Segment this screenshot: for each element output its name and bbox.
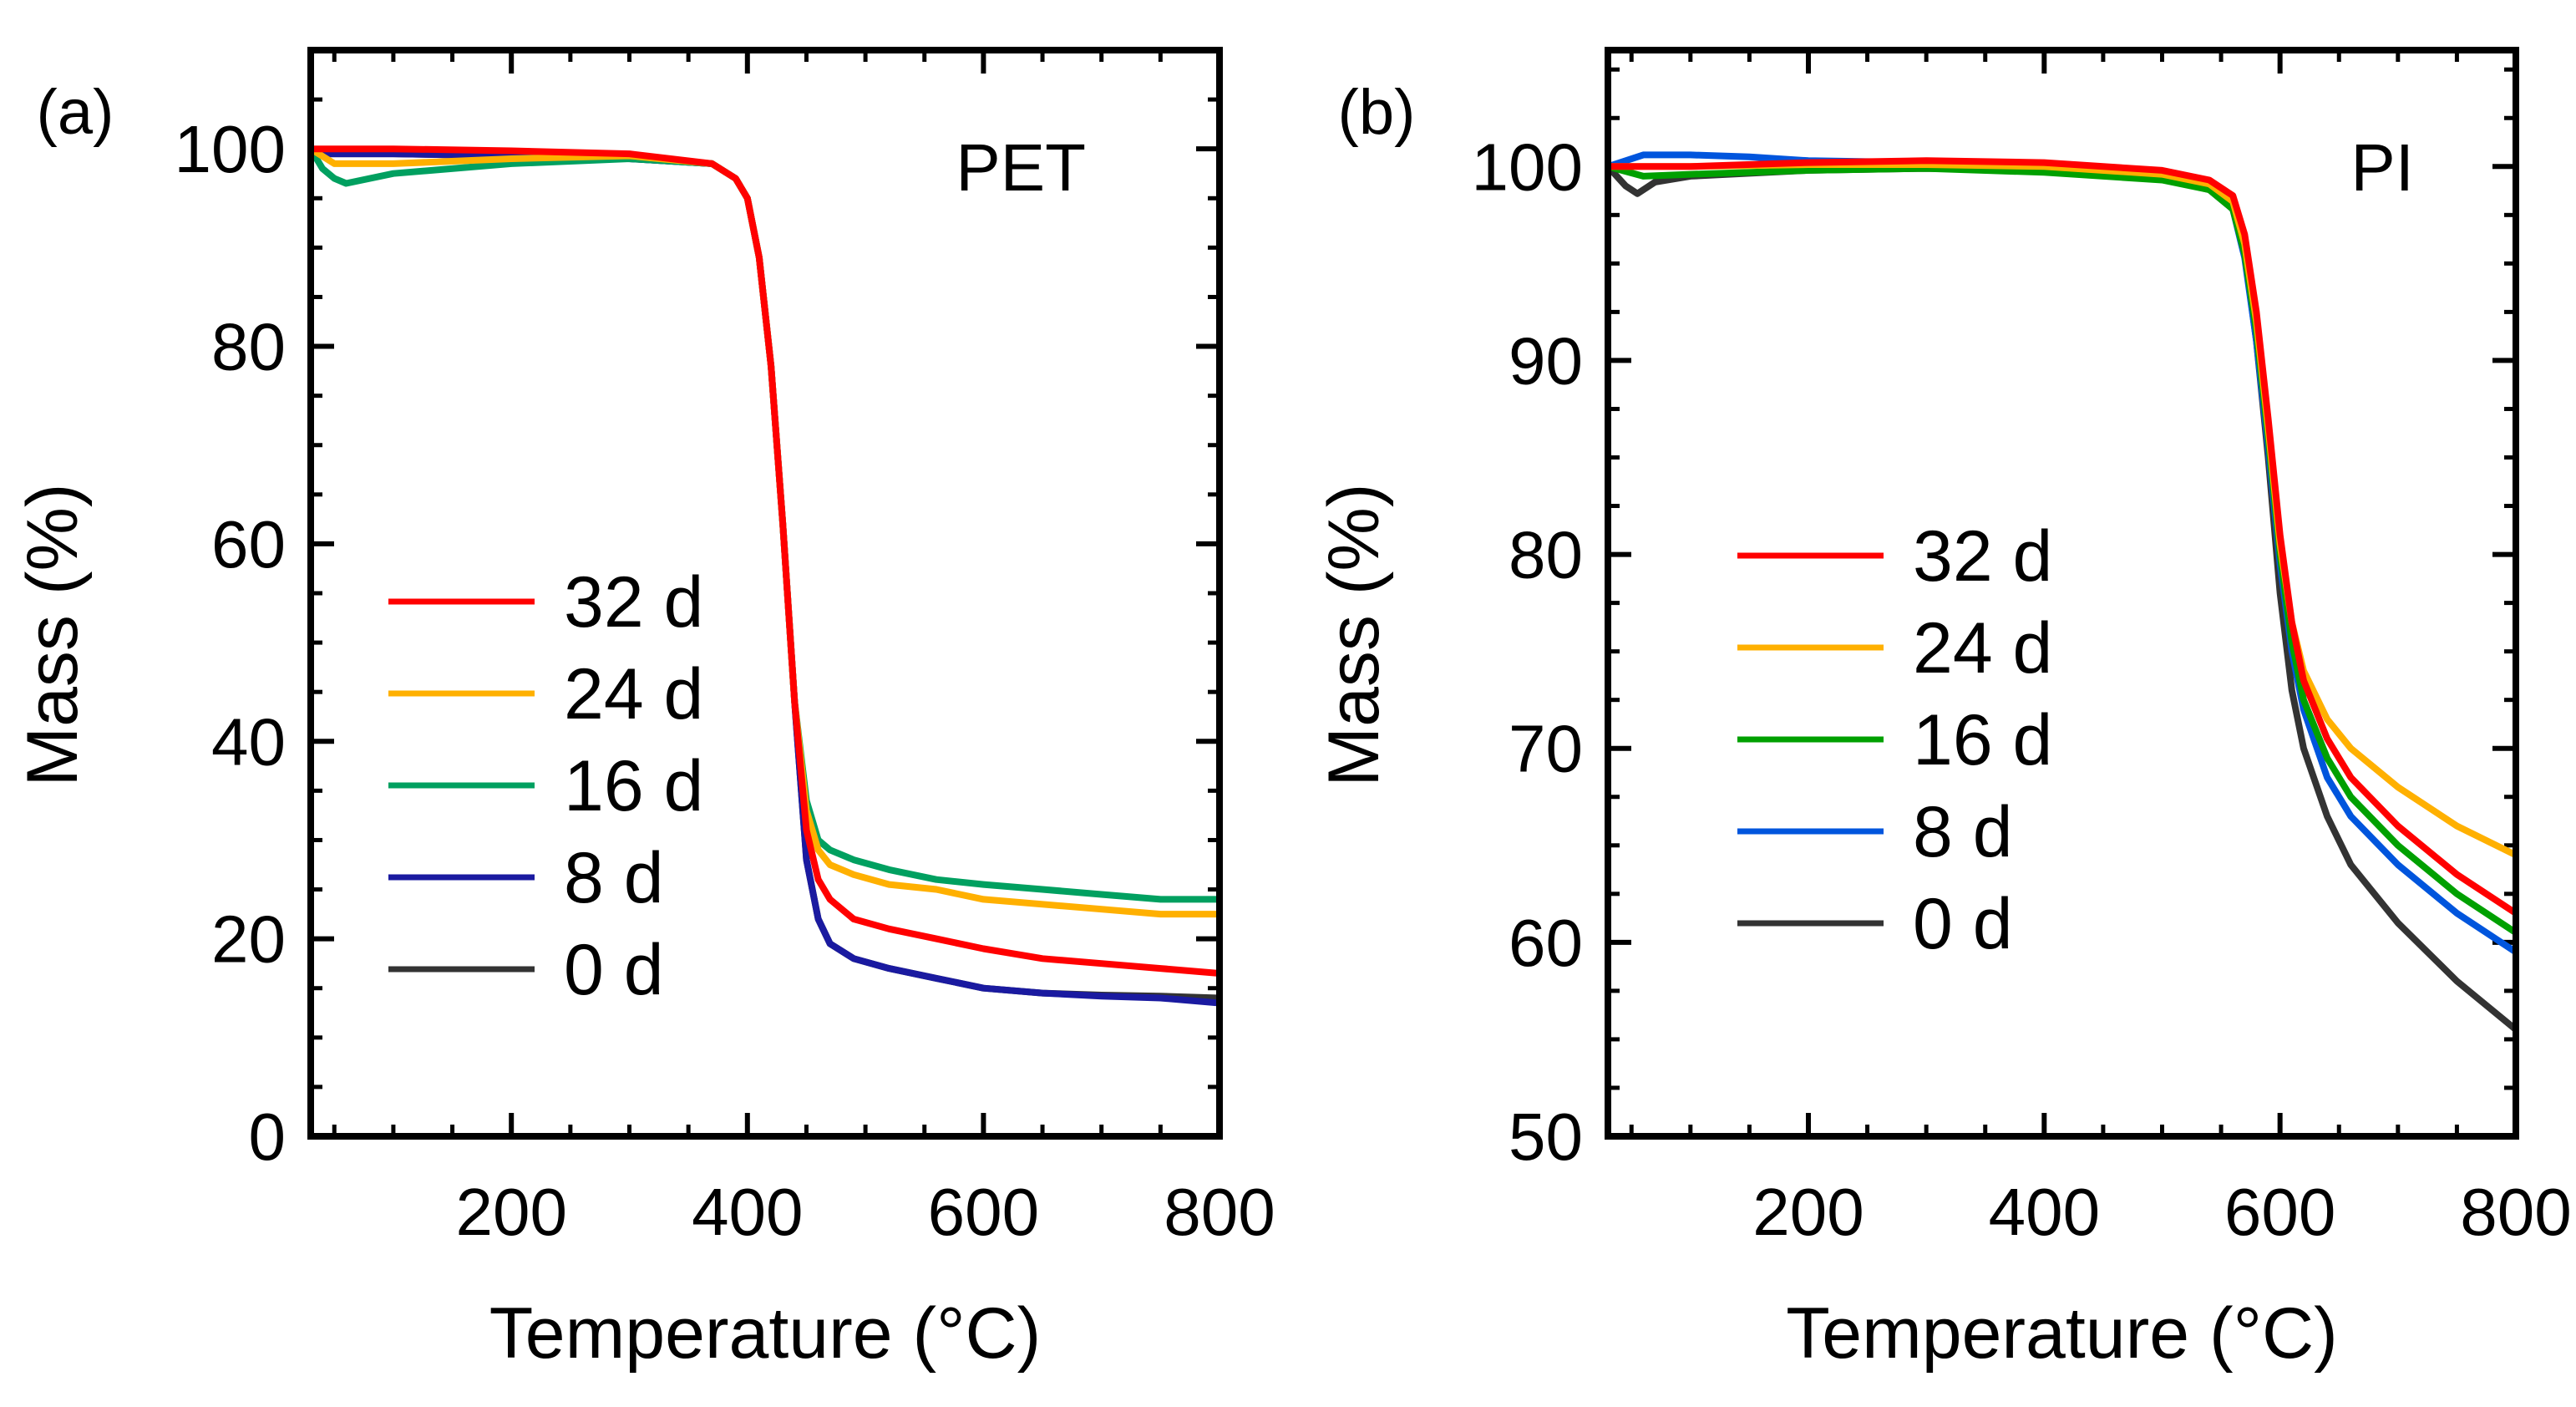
series-lines	[1608, 151, 2516, 1034]
x-tick-label: 400	[1989, 1175, 2100, 1249]
y-tick-label: 100	[175, 112, 286, 186]
panel-b: 200 400 600 800 50 60 70 80 90 100 (b) PI Temperatur…	[1314, 47, 2572, 1374]
legend-label: 24 d	[1913, 608, 2052, 688]
y-tick-label: 20	[211, 902, 286, 977]
y-axis-title: Mass (%)	[1314, 483, 1394, 786]
y-tick-label: 60	[211, 507, 286, 582]
minor-ticks	[311, 48, 1222, 1139]
legend-label: 0 d	[564, 930, 664, 1010]
legend-label: 16 d	[1913, 700, 2052, 780]
x-tick-label: 200	[455, 1175, 566, 1249]
plot-frame	[307, 47, 1223, 1140]
legend-label: 32 d	[564, 562, 703, 643]
y-tick-label: 100	[1472, 130, 1583, 204]
y-tick-label: 0	[249, 1100, 287, 1174]
legend-label: 16 d	[564, 746, 703, 826]
y-tick-label: 90	[1509, 323, 1583, 398]
series-lines	[311, 145, 1220, 1007]
major-ticks	[311, 50, 1222, 1139]
legend-label: 8 d	[564, 838, 664, 918]
series-line-32d	[1608, 157, 2516, 917]
plot-frame	[1605, 47, 2519, 1140]
legend: 32 d 24 d 16 d 8 d 0 d	[388, 562, 703, 1010]
series-line-0d	[1608, 163, 2516, 1034]
y-tick-label: 80	[211, 310, 286, 384]
series-line-0d	[311, 150, 1220, 1002]
panel-a: 200 400 600 800 0 20 40 60 80 100 (a) PET Temperatur…	[13, 47, 1275, 1374]
legend-label: 0 d	[1913, 884, 2013, 964]
panel-label: (a)	[37, 77, 114, 148]
series-line-32d	[311, 145, 1220, 977]
y-tick-label: 80	[1509, 518, 1583, 592]
x-tick-label: 600	[2224, 1175, 2335, 1249]
x-axis-title: Temperature (°C)	[1786, 1293, 2337, 1374]
legend-label: 32 d	[1913, 516, 2052, 597]
series-line-24d	[1608, 161, 2516, 859]
panel-label: (b)	[1338, 77, 1416, 148]
minor-ticks	[1608, 50, 2518, 1139]
x-tick-label: 800	[1164, 1175, 1275, 1249]
y-tick-label: 50	[1509, 1100, 1583, 1174]
legend-label: 8 d	[1913, 792, 2013, 872]
series-line-16d	[1608, 163, 2516, 937]
legend-label: 24 d	[564, 654, 703, 734]
legend: 32 d 24 d 16 d 8 d 0 d	[1737, 516, 2052, 964]
y-tick-label: 70	[1509, 712, 1583, 786]
chart-title: PI	[2350, 130, 2414, 205]
major-ticks	[1608, 50, 2518, 1139]
x-tick-label: 600	[928, 1175, 1039, 1249]
x-tick-label: 200	[1752, 1175, 1864, 1249]
series-line-24d	[311, 145, 1220, 918]
y-axis-title: Mass (%)	[13, 483, 93, 786]
x-tick-label: 400	[692, 1175, 803, 1249]
x-tick-label: 800	[2460, 1175, 2571, 1249]
y-tick-label: 40	[211, 704, 286, 779]
x-axis-title: Temperature (°C)	[489, 1293, 1041, 1374]
chart-title: PET	[956, 130, 1086, 205]
y-tick-label: 60	[1509, 906, 1583, 980]
